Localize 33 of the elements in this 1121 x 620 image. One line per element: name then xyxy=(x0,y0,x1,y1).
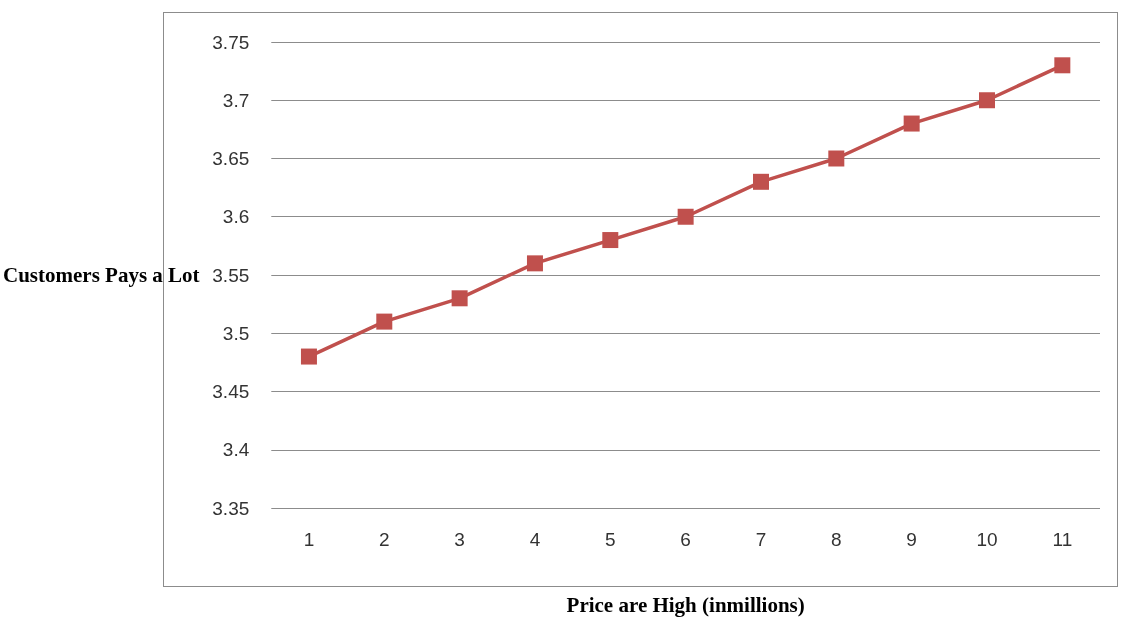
x-tick-label: 10 xyxy=(976,529,998,550)
y-tick-label: 3.6 xyxy=(222,206,250,228)
x-axis-title: Price are High (inmillions) xyxy=(566,592,805,617)
x-tick-label: 2 xyxy=(379,529,390,550)
point xyxy=(828,150,845,167)
point xyxy=(978,92,995,109)
y-tick-label: 3.65 xyxy=(212,148,250,169)
point xyxy=(677,208,694,225)
point xyxy=(376,313,393,330)
y-tick-label: 3.75 xyxy=(212,31,250,53)
y-tick-label: 3.4 xyxy=(222,439,250,461)
point xyxy=(903,115,920,132)
y-axis-title: Customers Pays a Lot xyxy=(2,263,200,287)
x-tick-label: 11 xyxy=(1052,529,1073,550)
y-tick-label: 3.5 xyxy=(222,322,250,344)
x-tick-label: 3 xyxy=(454,529,465,550)
point xyxy=(300,348,317,365)
point xyxy=(752,173,769,190)
y-tick-label: 3.35 xyxy=(212,497,250,519)
x-tick-label: 1 xyxy=(303,529,315,550)
point xyxy=(1054,57,1071,74)
x-tick-label: 8 xyxy=(831,529,842,550)
x-tick-label: 7 xyxy=(755,529,767,550)
x-tick-label: 6 xyxy=(680,529,691,550)
x-tick-label: 9 xyxy=(906,529,917,550)
y-tick-label: 3.55 xyxy=(212,264,250,286)
point xyxy=(526,255,543,272)
x-tick-label: 4 xyxy=(529,529,541,550)
point xyxy=(451,290,468,307)
x-tick-label: 5 xyxy=(605,529,616,550)
point xyxy=(602,232,619,249)
y-tick-label: 3.7 xyxy=(222,89,250,111)
y-tick-label: 3.45 xyxy=(212,381,250,402)
